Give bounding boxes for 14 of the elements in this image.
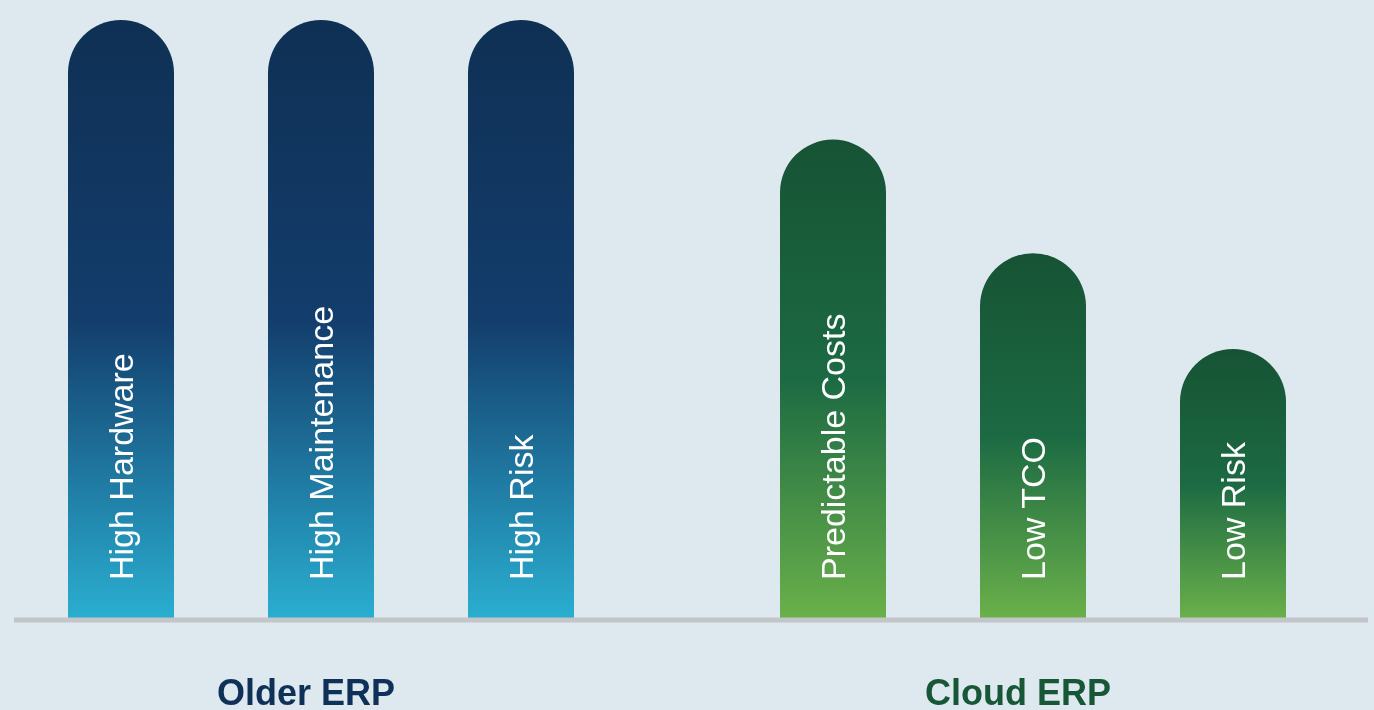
bar <box>68 20 174 618</box>
x-tick-label: High Hardware <box>101 353 140 580</box>
x-tick-label: Predictable Costs <box>813 313 852 580</box>
bar <box>980 253 1086 618</box>
bar <box>780 139 886 618</box>
bar <box>468 20 574 618</box>
bar <box>268 20 374 618</box>
series-label: Older ERP <box>216 671 396 710</box>
bar <box>1180 349 1286 618</box>
series-label: Cloud ERP <box>925 671 1111 710</box>
x-tick-label: Low TCO <box>1013 437 1052 580</box>
x-tick-label: High Maintenance <box>301 305 340 580</box>
x-tick-label: High Risk <box>501 433 540 580</box>
x-tick-label: Low Risk <box>1213 441 1252 580</box>
